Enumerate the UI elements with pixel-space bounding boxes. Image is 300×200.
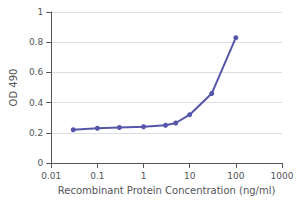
- svg-text:10: 10: [184, 171, 196, 181]
- svg-text:0.8: 0.8: [29, 37, 44, 47]
- svg-text:Recombinant Protein Concentrat: Recombinant Protein Concentration (ng/ml…: [58, 185, 276, 196]
- svg-text:1000: 1000: [271, 171, 294, 181]
- svg-text:0.4: 0.4: [29, 98, 44, 108]
- svg-text:100: 100: [227, 171, 244, 181]
- svg-text:0.2: 0.2: [29, 128, 43, 138]
- svg-text:0.6: 0.6: [29, 67, 44, 77]
- svg-text:1: 1: [141, 171, 147, 181]
- svg-text:1: 1: [37, 7, 43, 17]
- svg-text:0: 0: [37, 158, 43, 168]
- svg-text:0.01: 0.01: [41, 171, 61, 181]
- svg-text:OD 490: OD 490: [8, 69, 19, 107]
- svg-text:0.1: 0.1: [90, 171, 104, 181]
